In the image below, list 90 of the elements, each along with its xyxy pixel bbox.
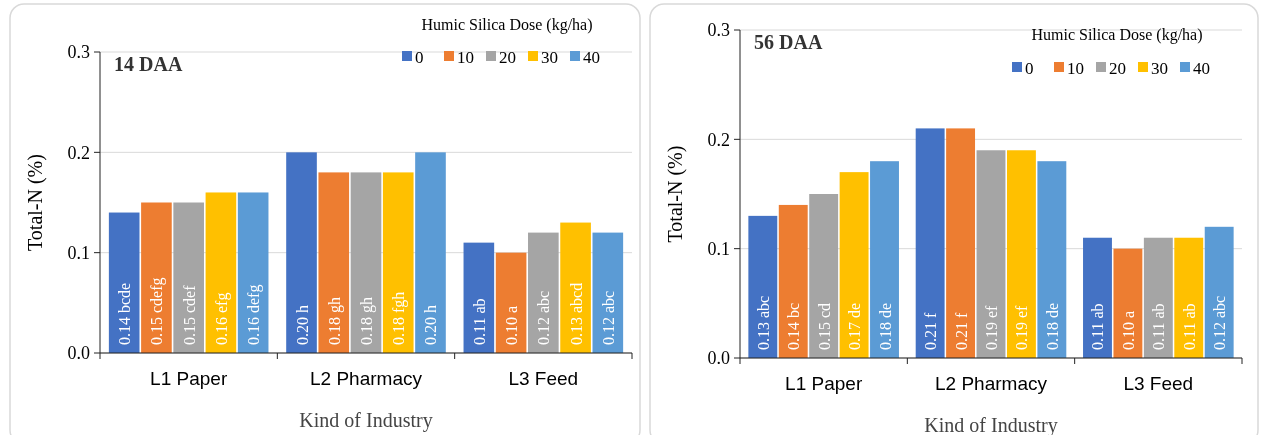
legend-label: 30: [1151, 58, 1168, 78]
legend-title: Humic Silica Dose (kg/ha): [1031, 26, 1203, 44]
legend-label: 30: [541, 47, 558, 67]
data-label: 0.15 cdef: [180, 284, 198, 345]
data-label: 0.12 abc: [599, 290, 617, 345]
legend-label: 20: [1109, 58, 1126, 78]
y-axis-title: Total-N (%): [664, 145, 687, 243]
data-label: 0.10 a: [1119, 310, 1137, 350]
legend-label: 0: [1025, 58, 1034, 78]
data-label: 0.18 gh: [358, 297, 376, 345]
x-axis-title: Kind of Industry: [299, 409, 433, 432]
bar: [237, 192, 269, 353]
legend-label: 20: [499, 47, 516, 67]
bar: [205, 192, 237, 353]
data-label: 0.13 abc: [754, 295, 772, 350]
data-label: 0.14 bcde: [116, 282, 134, 345]
data-label: 0.11 ab: [1150, 303, 1168, 350]
bar: [1113, 248, 1143, 358]
bar: [141, 202, 172, 353]
legend-title: Humic Silica Dose (kg/ha): [421, 16, 593, 34]
data-label: 0.15 cd: [815, 302, 833, 350]
data-label: 0.14 bc: [785, 302, 803, 350]
data-label: 0.19 ef: [1013, 304, 1031, 350]
bar: [382, 172, 414, 353]
data-label: 0.21 f: [952, 312, 970, 350]
y-axis-title: Total-N (%): [24, 154, 47, 251]
bar: [415, 152, 446, 353]
bar: [592, 232, 624, 353]
data-label: 0.16 efg: [212, 292, 231, 345]
bar: [1174, 237, 1204, 358]
data-label: 0.16 defg: [245, 284, 264, 345]
legend-label: 40: [583, 47, 600, 67]
bar: [1143, 237, 1173, 358]
data-label: 0.12 abc: [535, 290, 553, 345]
bar: [1037, 161, 1067, 358]
y-tick-label: 0.0: [67, 343, 90, 364]
bar: [350, 172, 382, 353]
bar: [809, 194, 839, 358]
data-label: 0.15 cdefg: [148, 277, 167, 345]
bar: [778, 204, 808, 358]
bar: [1006, 150, 1036, 358]
y-tick-label: 0.2: [707, 129, 730, 150]
chart-title: 14 DAA: [114, 53, 183, 75]
y-tick-label: 0.3: [67, 42, 90, 63]
data-label: 0.18 gh: [325, 297, 344, 345]
legend-label: 0: [415, 47, 424, 67]
data-label: 0.11 ab: [1180, 303, 1198, 350]
y-tick-label: 0.2: [67, 142, 90, 163]
data-label: 0.18 fgh: [390, 291, 409, 345]
bar: [870, 161, 899, 358]
data-label: 0.20 h: [293, 305, 311, 345]
x-tick-label: L1 Paper: [150, 368, 228, 389]
data-label: 0.18 de: [1043, 302, 1061, 350]
data-label: 0.11 ab: [1089, 303, 1107, 350]
x-tick-label: L1 Paper: [785, 373, 863, 394]
bar: [560, 222, 591, 353]
y-tick-label: 0.0: [707, 348, 730, 369]
data-label: 0.13 abcd: [567, 282, 585, 345]
y-tick-label: 0.3: [707, 20, 730, 41]
x-tick-label: L2 Pharmacy: [310, 368, 423, 389]
x-tick-label: L2 Pharmacy: [935, 373, 1048, 394]
bar: [946, 128, 976, 358]
data-label: 0.21 f: [922, 312, 940, 350]
data-label: 0.19 ef: [983, 304, 1000, 350]
data-label: 0.11 ab: [470, 298, 488, 345]
bar: [463, 242, 495, 353]
legend-label: 10: [1067, 58, 1084, 78]
bar: [318, 172, 350, 353]
x-tick-label: L3 Feed: [508, 368, 579, 389]
bar: [1083, 237, 1112, 358]
bar: [495, 252, 527, 353]
bar: [286, 152, 317, 353]
data-label: 0.17 de: [846, 302, 864, 350]
legend-label: 40: [1193, 58, 1210, 78]
chart-title: 56 DAA: [754, 31, 823, 53]
y-tick-label: 0.1: [707, 238, 730, 259]
bar: [173, 202, 204, 353]
bar: [839, 172, 869, 358]
data-label: 0.10 a: [503, 305, 521, 345]
bar: [1204, 226, 1234, 358]
bar: [976, 150, 1006, 358]
bar: [915, 128, 945, 358]
y-tick-label: 0.1: [67, 242, 90, 263]
data-label: 0.12 abc: [1211, 295, 1229, 350]
legend-label: 10: [457, 47, 474, 67]
bar: [528, 232, 559, 353]
data-label: 0.20 h: [422, 305, 440, 345]
data-label: 0.18 de: [876, 302, 894, 350]
bar: [748, 215, 778, 358]
x-tick-label: L3 Feed: [1123, 373, 1194, 394]
